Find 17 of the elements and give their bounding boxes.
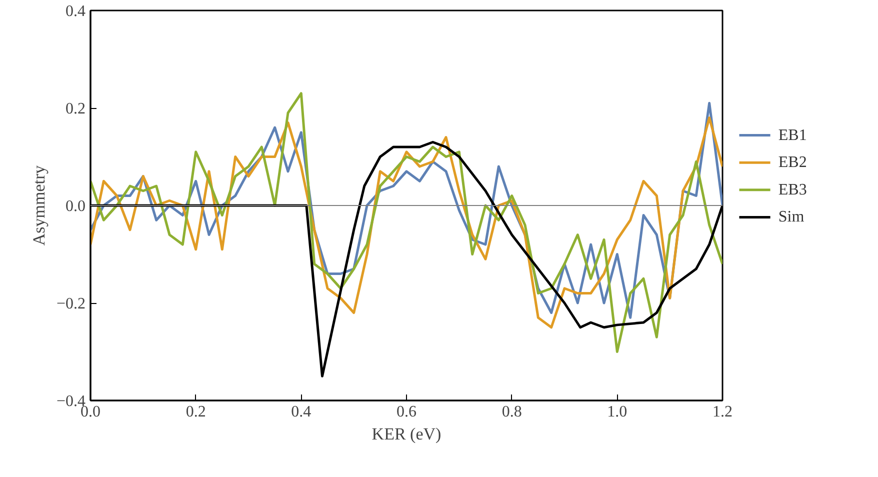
legend-label: EB1	[778, 126, 807, 144]
y-tick-label: 0.4	[66, 3, 86, 20]
y-tick-label: −0.2	[56, 296, 86, 312]
legend-label: Sim	[778, 208, 805, 226]
y-tick-label: 0.2	[66, 100, 86, 118]
x-axis-title: KER (eV)	[372, 424, 442, 444]
x-tick-label: 1.2	[712, 404, 732, 420]
line-series	[90, 92, 722, 353]
x-tick-label: 0.6	[396, 404, 416, 420]
y-axis-title: Asymmetry	[29, 164, 48, 246]
y-tick-label: 0.0	[66, 198, 86, 215]
legend-label: EB2	[778, 154, 807, 172]
x-tick-label: 0.8	[502, 404, 522, 420]
x-tick-label: 1.0	[607, 404, 628, 420]
legend-label: EB3	[778, 181, 807, 198]
x-tick-label: 0.4	[291, 404, 312, 420]
x-tick-label: 0.2	[186, 404, 206, 420]
